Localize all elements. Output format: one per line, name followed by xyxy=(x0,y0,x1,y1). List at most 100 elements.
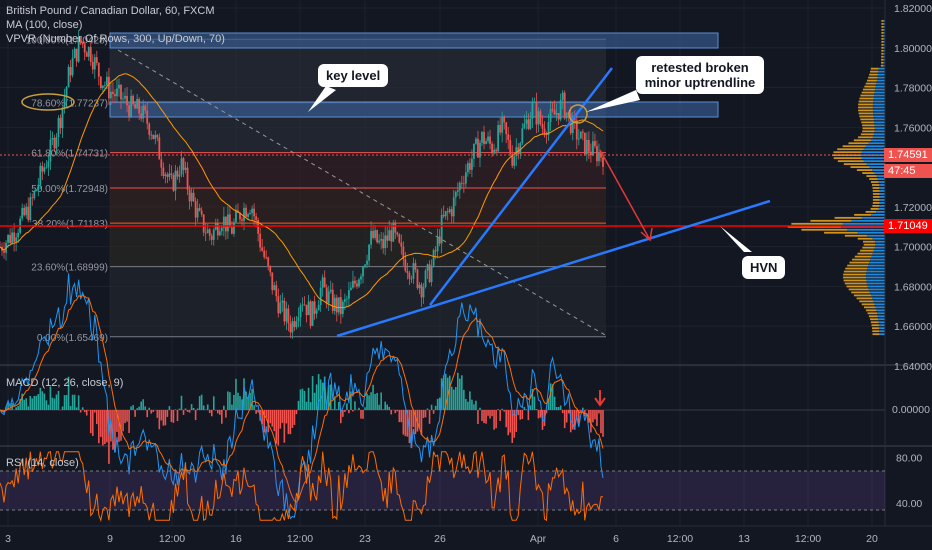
macd-histogram-bar xyxy=(39,387,42,410)
candle-body xyxy=(285,308,288,322)
macd-histogram-bar xyxy=(535,409,538,410)
time-axis[interactable]: 3 9 12:00 16 12:00 23 26 Apr 6 12:00 13 12:00 20 xyxy=(5,533,878,545)
macd-histogram-bar xyxy=(25,398,28,410)
macd-histogram-bar xyxy=(257,410,259,413)
macd-histogram-bar xyxy=(186,410,189,412)
macd-histogram-bar xyxy=(545,410,548,414)
macd-histogram-bar xyxy=(291,410,294,428)
key-level-callout[interactable]: key level xyxy=(318,64,389,87)
symbol-title[interactable]: British Pound / Canadian Dollar, 60, FXC… xyxy=(6,5,215,17)
macd-histogram-bar xyxy=(338,401,340,410)
candle-body xyxy=(343,299,346,302)
macd-histogram-bar xyxy=(83,410,86,413)
candle-body xyxy=(491,143,493,154)
vpvr-bar-up xyxy=(874,172,885,174)
candle-body xyxy=(89,47,92,62)
projection-arrowhead-icon xyxy=(640,227,653,242)
macd-histogram-bar xyxy=(533,396,536,410)
macd-histogram-bar xyxy=(85,410,88,416)
rsi-tick-label: 80.00 xyxy=(896,452,922,464)
candle-body xyxy=(271,272,274,291)
candle-body xyxy=(200,210,203,215)
vpvr-bar-down xyxy=(848,288,869,291)
candle-body xyxy=(352,280,354,288)
vpvr-bar-up xyxy=(875,306,885,309)
macd-histogram-bar xyxy=(116,410,118,432)
macd-histogram-bar xyxy=(69,406,72,410)
candle-body xyxy=(116,88,118,97)
rsi-legend[interactable]: RSI (14, close) xyxy=(6,456,79,470)
vpvr-bar-up xyxy=(873,97,885,100)
candle-body xyxy=(499,124,502,133)
macd-histogram-bar xyxy=(104,410,106,445)
macd-legend[interactable]: MACD (12, 26, close, 9) xyxy=(6,376,123,390)
vpvr-bar-down xyxy=(865,82,877,85)
candle-body xyxy=(394,222,397,233)
macd-histogram-bar xyxy=(172,410,175,423)
candle-body xyxy=(350,287,352,291)
time-tick-label: 12:00 xyxy=(667,533,693,545)
macd-histogram-bar xyxy=(233,394,235,410)
macd-histogram-bar xyxy=(158,410,161,430)
macd-histogram-bar xyxy=(98,410,100,444)
dashed-diagonal-line[interactable] xyxy=(117,49,606,336)
time-tick-label: 20 xyxy=(866,533,878,545)
candle-body xyxy=(392,222,395,242)
candle-body xyxy=(337,297,340,313)
hvn-callout[interactable]: HVN xyxy=(742,256,786,279)
vpvr-bar-up xyxy=(873,100,885,103)
macd-histogram-bar xyxy=(249,392,251,410)
macd-histogram-bar xyxy=(573,410,576,430)
candle-body xyxy=(547,122,550,136)
candle-body xyxy=(95,57,98,63)
candle-body xyxy=(128,105,130,117)
candle-body xyxy=(477,138,479,158)
vpvr-bar-up xyxy=(879,202,885,204)
macd-histogram-bar xyxy=(210,410,213,417)
vpvr-bar-up xyxy=(874,133,885,136)
vpvr-bar-up xyxy=(883,34,885,37)
macd-histogram-bar xyxy=(231,404,233,410)
retest-callout[interactable]: retested broken minor uptrendline xyxy=(636,56,764,94)
minor-uptrendline[interactable] xyxy=(429,67,613,306)
vpvr-bar-down xyxy=(856,169,873,171)
candle-body xyxy=(170,173,173,175)
macd-histogram-bar xyxy=(146,410,149,418)
top-resistance-zone[interactable] xyxy=(109,32,719,49)
macd-histogram-bar xyxy=(416,410,419,432)
key-level-zone[interactable] xyxy=(109,101,719,118)
vpvr-bar-up xyxy=(883,31,885,34)
macd-histogram-bar xyxy=(442,375,445,410)
vpvr-bar-down xyxy=(871,324,879,327)
candle-body xyxy=(594,141,596,147)
candle-body xyxy=(13,232,16,242)
macd-histogram-bar xyxy=(348,410,350,414)
macd-histogram-bar xyxy=(190,404,193,410)
candle-body xyxy=(212,229,215,240)
candle-body xyxy=(531,102,534,119)
macd-histogram-bar xyxy=(567,410,570,414)
candle-body xyxy=(585,139,588,155)
price-tick-label: 1.64000 xyxy=(894,361,932,373)
vpvr-bar-down xyxy=(862,130,875,133)
macd-histogram-bar xyxy=(515,410,518,432)
candle-body xyxy=(293,321,296,328)
vpvr-bar-up xyxy=(879,330,885,333)
macd-histogram-bar xyxy=(503,410,505,412)
macd-histogram-bar xyxy=(596,410,598,427)
retest-circle[interactable] xyxy=(568,104,588,124)
ma-legend[interactable]: MA (100, close) xyxy=(6,19,83,31)
candle-body xyxy=(563,92,566,119)
projection-arrow[interactable] xyxy=(599,149,651,241)
candle-body xyxy=(513,156,516,166)
macd-histogram-bar xyxy=(142,399,144,410)
macd-histogram-bar xyxy=(299,389,302,410)
candle-body xyxy=(51,137,54,140)
major-uptrendline[interactable] xyxy=(336,199,771,338)
macd-histogram-bar xyxy=(463,389,465,410)
vpvr-legend[interactable]: VPVR (Number Of Rows, 300, Up/Down, 70) xyxy=(6,33,225,45)
macd-histogram-bar xyxy=(317,374,320,410)
rsi-band xyxy=(0,471,885,510)
candle-body xyxy=(81,42,84,45)
